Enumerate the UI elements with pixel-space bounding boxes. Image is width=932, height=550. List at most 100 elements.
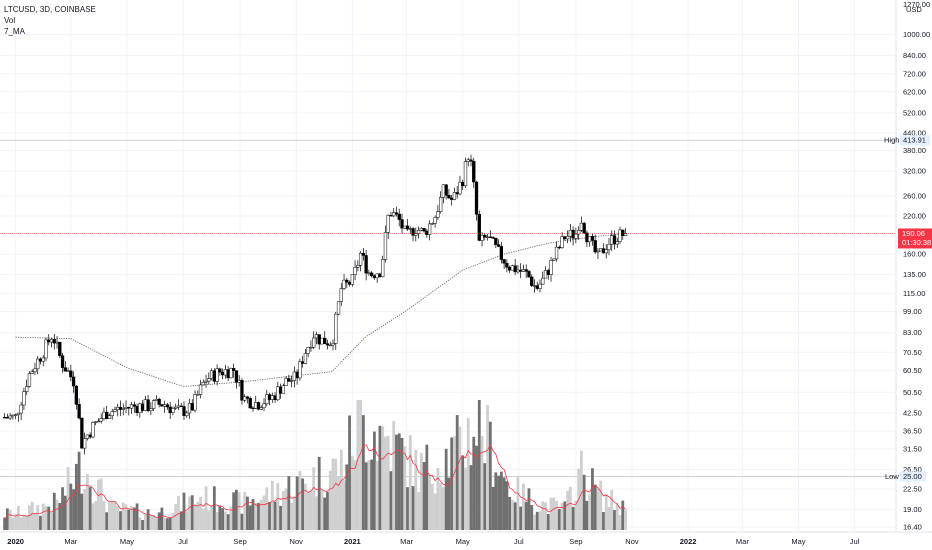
candle-down xyxy=(590,236,595,241)
low-value: 25.00 xyxy=(903,472,922,481)
currency-label: USD xyxy=(906,5,922,14)
price-tick-label: 36.50 xyxy=(903,427,922,436)
candle-up xyxy=(419,228,423,231)
volume-bar-up xyxy=(328,470,332,530)
volume-bar-up xyxy=(97,479,100,530)
volume-bar-down xyxy=(105,512,109,530)
volume-bar-up xyxy=(265,487,269,530)
candle-down xyxy=(234,370,239,383)
candle-down xyxy=(287,378,291,382)
candle-down xyxy=(160,404,164,407)
candle-up xyxy=(276,386,280,401)
price-tick-label: 19.00 xyxy=(903,505,922,514)
ma-indicator-label[interactable]: 7_MA xyxy=(4,27,25,36)
volume-bar-down xyxy=(593,484,597,530)
price-axis[interactable]: USD 1270.00 1000.00 840.00 720.00 620.00 520… xyxy=(903,0,930,532)
volume-bar-up xyxy=(163,517,167,530)
volume-bar-down xyxy=(235,489,238,530)
volume-bar-down xyxy=(621,500,625,530)
volume-bar-up xyxy=(130,506,133,530)
volume-bar-down xyxy=(389,471,393,530)
volume-bar-up xyxy=(25,515,29,530)
candle-up xyxy=(436,211,440,218)
candle-up xyxy=(599,248,603,252)
price-tick-label: 60.50 xyxy=(903,366,922,375)
candle-down xyxy=(71,376,76,387)
candle-down xyxy=(477,213,481,241)
symbol-title[interactable]: LTCUSD, 3D, COINBASE xyxy=(4,5,96,14)
candle-down xyxy=(278,386,283,394)
candle-down xyxy=(378,273,382,278)
candle-down xyxy=(2,416,7,419)
time-tick-label: Jul xyxy=(178,537,188,546)
candle-down xyxy=(273,395,277,401)
candle-up xyxy=(30,371,34,374)
volume-bar-down xyxy=(524,501,528,530)
candle-down xyxy=(118,406,123,410)
candle-up xyxy=(11,414,15,417)
volume-bar-down xyxy=(248,505,252,530)
volume-bar-up xyxy=(339,449,343,530)
candle-up xyxy=(110,411,114,417)
volume-bar-up xyxy=(337,476,340,530)
price-tick-label: 520.00 xyxy=(903,108,926,117)
candle-up xyxy=(281,385,285,394)
current-price-box xyxy=(898,228,932,249)
time-tick-label: Mar xyxy=(64,537,77,546)
candle-up xyxy=(215,368,219,382)
volume-bar-up xyxy=(604,493,608,530)
volume-bar-down xyxy=(400,437,404,530)
candle-down xyxy=(226,369,230,379)
candle-down xyxy=(491,237,495,239)
volume-bar-up xyxy=(152,514,156,530)
volume-bar-up xyxy=(522,483,525,530)
time-axis[interactable]: 2020 Mar May Jul Sep Nov 2021 Mar May Jul Sep Nov 20… xyxy=(7,537,859,546)
volume-bar-up xyxy=(33,513,37,530)
low-label: Low xyxy=(885,472,899,481)
candle-up xyxy=(331,343,335,346)
volume-bar-up xyxy=(560,503,564,530)
volume-bar-up xyxy=(464,467,467,530)
candle-up xyxy=(187,403,192,414)
candle-up xyxy=(576,230,581,235)
volume-bar-down xyxy=(72,489,75,530)
candle-down xyxy=(245,396,250,399)
volume-bar-up xyxy=(403,446,407,530)
candle-down xyxy=(461,181,465,187)
price-tick-label: 99.00 xyxy=(903,307,922,316)
candle-up xyxy=(102,411,106,419)
candle-up xyxy=(284,378,288,386)
candle-down xyxy=(571,229,575,239)
volume-bar-down xyxy=(345,464,349,530)
candle-down xyxy=(472,160,476,183)
volume-bar-up xyxy=(14,514,18,530)
candle-up xyxy=(596,250,600,253)
candle-down xyxy=(240,380,244,401)
candle-up xyxy=(237,380,241,383)
volume-bar-up xyxy=(312,467,316,530)
volume-indicator-label[interactable]: Vol xyxy=(4,16,16,25)
candle-down xyxy=(323,337,327,344)
candle-up xyxy=(171,408,175,413)
candle-down xyxy=(444,184,448,196)
high-label: High xyxy=(884,136,899,145)
volume-bar-up xyxy=(215,512,219,530)
volume-bar-up xyxy=(453,436,456,530)
volume-bar-down xyxy=(364,462,368,530)
candlestick-series xyxy=(2,154,628,455)
volume-bar-up xyxy=(392,421,396,530)
volume-bar-up xyxy=(599,480,603,530)
candle-up xyxy=(452,192,457,200)
price-tick-label: 440.00 xyxy=(903,128,926,137)
volume-bar-up xyxy=(124,504,128,530)
candle-down xyxy=(135,405,139,413)
price-tick-label: 50.50 xyxy=(903,388,922,397)
volume-bar-down xyxy=(212,486,216,530)
candle-down xyxy=(77,404,81,419)
candle-up xyxy=(610,235,614,245)
volume-bar-up xyxy=(290,502,294,530)
volume-bar-up xyxy=(292,496,296,530)
volume-bar-up xyxy=(381,426,385,530)
candle-up xyxy=(574,233,578,239)
